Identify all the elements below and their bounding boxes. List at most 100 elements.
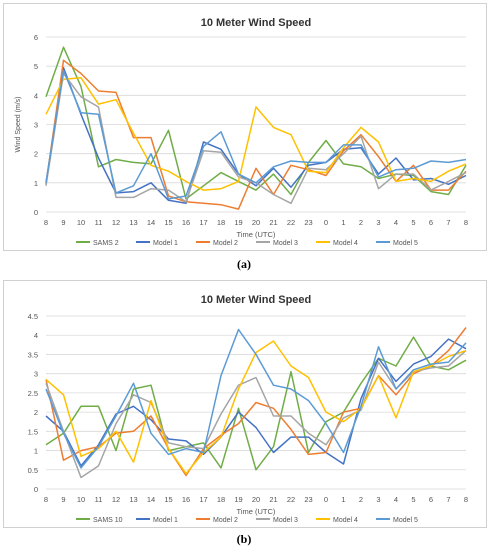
legend-label: Model 4 — [333, 517, 358, 524]
y-tick-label: 5 — [34, 62, 38, 71]
chart-panel-a: 10 Meter Wind Speed 0 1 2 3 4 5 6 8 9 10 11 12 13 14 15… — [3, 3, 487, 251]
x-tick-label: 10 — [77, 218, 85, 227]
x-tick-label: 21 — [269, 218, 277, 227]
y-tick-label: 1 — [34, 179, 38, 188]
x-tick-label: 12 — [112, 218, 120, 227]
x-tick-label: 4 — [394, 495, 398, 504]
x-tick-label: 8 — [464, 218, 468, 227]
x-tick-label: 1 — [341, 218, 345, 227]
x-tick-label: 23 — [304, 495, 312, 504]
x-tick-label: 17 — [199, 218, 207, 227]
legend-entry: Model 5 — [376, 240, 418, 247]
caption-b: (b) — [236, 532, 252, 546]
series-line — [45, 69, 467, 200]
series-line — [45, 59, 467, 210]
y-tick-label: 4.5 — [28, 312, 38, 321]
x-tick-label: 9 — [61, 495, 65, 504]
series-line — [45, 72, 467, 205]
legend-label: Model 2 — [213, 240, 238, 247]
x-tick-label: 12 — [112, 495, 120, 504]
x-tick-label: 8 — [464, 495, 468, 504]
y-tick-label: 0.5 — [28, 466, 38, 475]
x-tick-label: 13 — [129, 495, 137, 504]
x-tick-label: 6 — [429, 495, 433, 504]
legend-entry: Model 3 — [256, 517, 298, 524]
x-tick-label: 16 — [182, 495, 190, 504]
x-axis-label: Time (UTC) — [237, 230, 276, 239]
legend-entry: Model 4 — [316, 240, 358, 247]
y-tick-label: 6 — [34, 33, 38, 42]
x-tick-label: 7 — [446, 218, 450, 227]
x-tick-label: 5 — [411, 495, 415, 504]
x-tick-label: 17 — [199, 495, 207, 504]
x-tick-label: 10 — [77, 495, 85, 504]
legend-label: Model 5 — [393, 517, 418, 524]
x-tick-label: 22 — [287, 495, 295, 504]
legend-entry: Model 2 — [196, 517, 238, 524]
x-tick-label: 3 — [376, 495, 380, 504]
legend-label: Model 2 — [213, 517, 238, 524]
x-tick-label: 6 — [429, 218, 433, 227]
series-line — [45, 327, 467, 477]
x-tick-label: 18 — [217, 495, 225, 504]
legend-entry: Model 2 — [196, 240, 238, 247]
y-tick-label: 2.5 — [28, 389, 38, 398]
legend-label: Model 3 — [273, 517, 298, 524]
x-tick-label: 22 — [287, 218, 295, 227]
series-line — [45, 350, 467, 479]
legend-entry: Model 1 — [136, 240, 178, 247]
x-tick-label: 20 — [252, 495, 260, 504]
x-tick-label: 14 — [147, 218, 155, 227]
series-line — [45, 77, 467, 191]
chart-panel-b: 10 Meter Wind Speed 0 0.5 1 1.5 2 2.5 3 3.5 4 4.5 8… — [3, 280, 487, 528]
x-tick-label: 18 — [217, 218, 225, 227]
series-line — [45, 328, 467, 469]
x-tick-label: 8 — [44, 218, 48, 227]
series-line — [45, 336, 467, 471]
y-tick-label: 0 — [34, 485, 38, 494]
x-tick-label: 4 — [394, 218, 398, 227]
legend-label: Model 4 — [333, 240, 358, 247]
x-tick-label: 11 — [95, 495, 103, 504]
x-tick-label: 14 — [147, 495, 155, 504]
series-line — [45, 340, 467, 475]
legend-label: SAMS 10 — [93, 517, 123, 524]
x-tick-label: 15 — [164, 218, 172, 227]
y-tick-label: 1.5 — [28, 427, 38, 436]
legend-entry: Model 1 — [136, 517, 178, 524]
legend-entry: SAMS 10 — [76, 517, 123, 524]
x-tick-label: 9 — [61, 218, 65, 227]
x-tick-label: 20 — [252, 218, 260, 227]
caption-a: (a) — [237, 257, 251, 271]
x-tick-label: 7 — [446, 495, 450, 504]
x-tick-label: 21 — [269, 495, 277, 504]
legend-label: Model 5 — [393, 240, 418, 247]
chart-title: 10 Meter Wind Speed — [201, 294, 312, 306]
x-tick-label: 3 — [376, 218, 380, 227]
legend-label: SAMS 2 — [93, 240, 119, 247]
x-tick-label: 13 — [129, 218, 137, 227]
x-tick-label: 19 — [234, 495, 242, 504]
x-tick-label: 19 — [234, 218, 242, 227]
x-axis-label: Time (UTC) — [237, 507, 276, 516]
y-axis-label: Wind Speed (m/s) — [15, 96, 22, 152]
x-tick-label: 1 — [341, 495, 345, 504]
wind-speed-chart-b: 10 Meter Wind Speed 0 0.5 1 1.5 2 2.5 3 3.5 4 4.5 8… — [28, 294, 469, 524]
y-tick-label: 3 — [34, 121, 38, 130]
x-tick-label: 23 — [304, 218, 312, 227]
x-tick-label: 2 — [359, 218, 363, 227]
x-tick-label: 11 — [95, 218, 103, 227]
series-line — [45, 338, 467, 467]
x-tick-label: 0 — [324, 495, 328, 504]
series-line — [45, 46, 467, 200]
x-tick-label: 2 — [359, 495, 363, 504]
x-tick-label: 8 — [44, 495, 48, 504]
legend-label: Model 1 — [153, 240, 178, 247]
legend-label: Model 3 — [273, 240, 298, 247]
y-tick-label: 1 — [34, 447, 38, 456]
x-tick-label: 15 — [164, 495, 172, 504]
x-tick-label: 0 — [324, 218, 328, 227]
y-tick-label: 0 — [34, 208, 38, 217]
x-tick-label: 5 — [411, 218, 415, 227]
